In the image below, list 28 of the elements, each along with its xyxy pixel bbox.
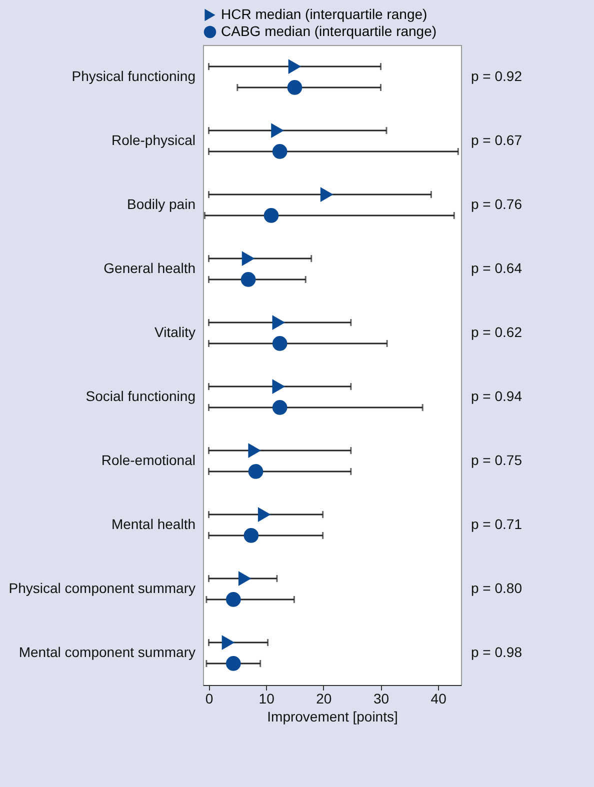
text: p = 0.62	[471, 324, 522, 340]
y-tick-label: Vitality	[154, 324, 196, 340]
y-tick-label: Physical component summary	[8, 580, 196, 596]
x-tick-label: 0	[205, 690, 214, 706]
legend-label: CABG median (interquartile range)	[221, 23, 437, 39]
x-tick-label: 40	[430, 690, 447, 706]
text: p = 0.92	[471, 68, 522, 84]
text: p = 0.64	[471, 260, 522, 276]
x-tick-label: 30	[373, 690, 390, 706]
y-tick-label: Social functioning	[86, 388, 196, 404]
y-tick-label: General health	[104, 260, 196, 276]
y-tick-label: Bodily pain	[127, 196, 196, 212]
y-tick-label: Role-physical	[111, 132, 196, 148]
x-tick-label: 10	[258, 690, 275, 706]
text: p = 0.67	[471, 132, 522, 148]
text: p = 0.80	[471, 580, 522, 596]
x-axis-title: Improvement [points]	[267, 708, 398, 724]
y-tick-label: Mental component summary	[18, 644, 196, 660]
legend-label: HCR median (interquartile range)	[221, 6, 428, 22]
y-tick-label: Role-emotional	[101, 452, 196, 468]
x-tick-label: 20	[316, 690, 332, 706]
text: p = 0.94	[471, 388, 522, 404]
y-tick-label: Physical functioning	[72, 68, 196, 84]
y-tick-label: Mental health	[111, 516, 196, 532]
text: p = 0.76	[471, 196, 522, 212]
text: p = 0.98	[471, 644, 522, 660]
text: p = 0.71	[471, 516, 522, 532]
text: p = 0.75	[471, 452, 522, 468]
